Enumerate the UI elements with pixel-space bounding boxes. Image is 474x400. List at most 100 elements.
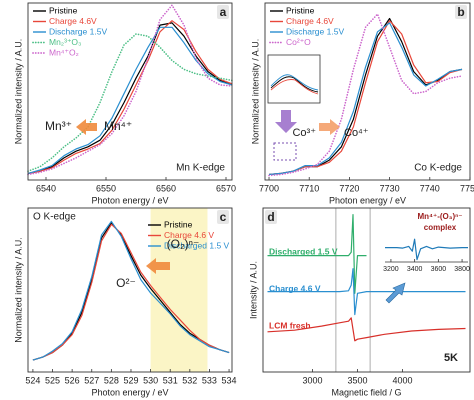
series-line [267, 214, 367, 294]
x-tick-label: 524 [25, 375, 40, 385]
x-tick-label: 7750 [460, 183, 474, 193]
x-tick-label: 534 [222, 375, 237, 385]
legend-label: Mn₂³⁺O₃ [49, 37, 82, 47]
plot-frame [264, 2, 471, 181]
x-axis-label: Photon energy / eV [91, 195, 168, 205]
legend-label: Pristine [164, 219, 193, 229]
panel-badge [455, 5, 467, 19]
series-line [268, 22, 463, 176]
legend-label: Charge 4.6V [286, 16, 334, 26]
x-tick-label: 6550 [96, 183, 116, 193]
legend-label: Discharged 1.5 V [164, 240, 230, 250]
legend-label: Pristine [49, 5, 78, 15]
shift-arrow [76, 119, 97, 135]
annotation: Mn K-edge [176, 163, 225, 174]
series-line [27, 20, 233, 174]
legend-label: Pristine [286, 5, 315, 15]
zoom-arrow [275, 110, 297, 133]
panel-letter: c [220, 210, 227, 224]
series-line [267, 268, 466, 316]
annotation: (O₂)ⁿ⁻ [167, 237, 200, 251]
zoom-box [273, 142, 297, 161]
inset-curve [270, 76, 319, 93]
shift-arrow [146, 258, 170, 274]
annotation: Co³⁺ [292, 127, 316, 139]
annotation: complex [424, 223, 457, 232]
panel-badge [217, 5, 229, 19]
x-tick-label: 6540 [36, 183, 56, 193]
annotation: 5K [444, 352, 458, 364]
panel-letter: a [220, 5, 227, 19]
x-tick-label: 526 [65, 375, 80, 385]
x-tick-label: 527 [84, 375, 99, 385]
series-line [268, 20, 463, 176]
x-tick-label: 528 [104, 375, 119, 385]
annotation: Co⁴⁺ [344, 127, 369, 139]
panel: 3200 3400 3600 3800 Mn⁴⁺-(O₃)ⁿ⁻ complex [383, 212, 470, 273]
panel: 6540 6550 6560 6570 Photon energy / eV Normal… [13, 2, 236, 205]
x-tick-label: 7710 [299, 183, 319, 193]
legend-label: Discharge 1.5V [286, 26, 344, 36]
x-tick-label: 525 [45, 375, 60, 385]
legend-label: Co²⁺O [286, 37, 311, 47]
x-tick-label: 3200 [383, 266, 399, 273]
series-label: Discharged 1.5 V [269, 246, 338, 256]
panel-badge [217, 210, 229, 224]
x-axis-label: Photon energy / eV [329, 195, 406, 205]
annotation: Mn³⁺ [45, 119, 72, 133]
series-label: Charge 4.6 V [269, 283, 321, 293]
x-tick-label: 3000 [302, 375, 322, 385]
annotation: O K-edge [33, 212, 76, 223]
series-line [268, 13, 463, 177]
x-tick-label: 6560 [156, 183, 176, 193]
pointer-arrow [385, 282, 406, 304]
y-axis-label: Normalized intensity / A.U. [13, 39, 23, 145]
plot-frame [262, 207, 471, 373]
series-line [27, 26, 233, 174]
series-label: LCM fresh [269, 320, 311, 330]
annotation: Co K-edge [414, 163, 462, 174]
series-line [385, 238, 468, 261]
x-tick-label: 3400 [407, 266, 423, 273]
x-tick-label: 529 [123, 375, 138, 385]
inset-curve [270, 74, 319, 91]
x-tick-label: 3500 [347, 375, 367, 385]
x-tick-label: 7700 [259, 183, 279, 193]
inset-frame [267, 54, 321, 104]
x-tick-label: 4000 [392, 375, 412, 385]
plot-frame [27, 207, 233, 373]
series-line [32, 220, 230, 361]
panel-letter: d [267, 210, 274, 224]
series-line [27, 33, 233, 172]
x-axis-label: Magnetic field / G [331, 387, 401, 397]
annotation: O²⁻ [116, 276, 136, 290]
panel: 3000 3500 4000 Magnetic field / G Intensity … [248, 207, 471, 397]
legend-label: Charge 4.6V [49, 16, 97, 26]
series-line [267, 317, 466, 342]
x-tick-label: 530 [143, 375, 158, 385]
x-tick-label: 7740 [420, 183, 440, 193]
shift-arrow [319, 119, 340, 135]
x-tick-label: 3600 [431, 266, 447, 273]
x-axis-label: Photon energy / eV [91, 387, 168, 397]
panel: 7700 7710 7720 7730 7740 7750 Photon energy / … [250, 2, 474, 205]
annotation: Mn⁴⁺-(O₃)ⁿ⁻ [417, 212, 462, 221]
annotation: Mn⁴⁺ [104, 119, 132, 133]
x-tick-label: 532 [182, 375, 197, 385]
x-tick-label: 6570 [216, 183, 236, 193]
series-line [32, 223, 230, 361]
x-tick-label: 531 [163, 375, 178, 385]
x-tick-label: 3800 [454, 266, 470, 273]
plot-frame [27, 2, 233, 181]
series-line [27, 4, 233, 176]
y-axis-label: Intensity / A.U. [248, 261, 258, 319]
legend-label: Discharge 1.5V [49, 26, 107, 36]
panel-letter: b [457, 5, 464, 19]
panel: 524 525 526 527 528 529 530 531 532 533 534 Photon … [13, 207, 237, 397]
x-tick-label: 7730 [380, 183, 400, 193]
legend-label: Charge 4.6 V [164, 230, 214, 240]
x-tick-label: 533 [202, 375, 217, 385]
inset-curve [270, 79, 319, 95]
legend-label: Mn⁴⁺O₂ [49, 47, 79, 57]
